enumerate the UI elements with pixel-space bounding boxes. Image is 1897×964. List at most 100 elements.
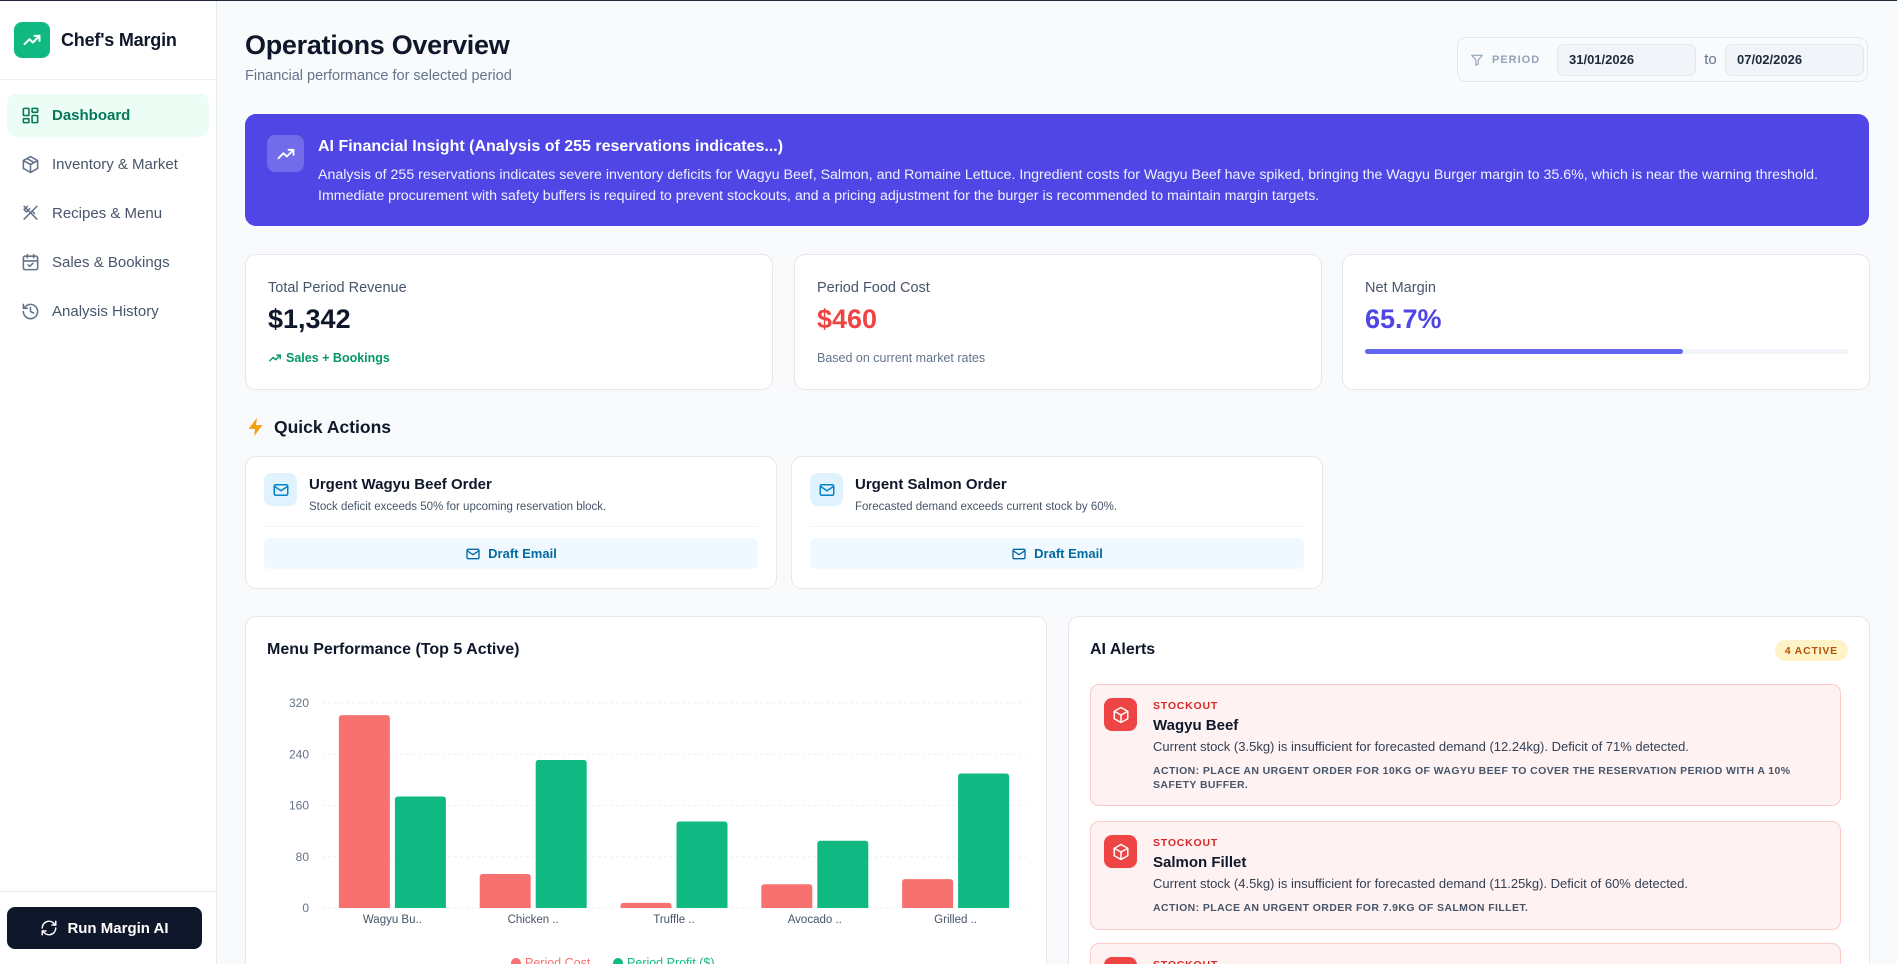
chart-bar: [761, 884, 813, 908]
x-tick-label: Truffle ..: [653, 914, 695, 926]
kpi-value: $460: [817, 304, 878, 334]
alert-card[interactable]: STOCKOUT: [1090, 943, 1841, 964]
sidebar-item-recipes[interactable]: Recipes & Menu: [7, 192, 209, 235]
quick-action-name: Urgent Salmon Order: [855, 476, 1007, 493]
period-to-label: to: [1704, 51, 1717, 68]
sidebar-item-inventory[interactable]: Inventory & Market: [7, 143, 209, 186]
sidebar-item-dashboard[interactable]: Dashboard: [7, 94, 209, 137]
alert-card[interactable]: STOCKOUT Salmon Fillet Current stock (4.…: [1090, 821, 1841, 930]
mail-icon: [466, 548, 480, 559]
draft-email-button[interactable]: Draft Email: [264, 538, 758, 569]
chart-bar: [676, 821, 728, 908]
page-title: Operations Overview: [245, 30, 510, 60]
alert-name: Wagyu Beef: [1153, 717, 1239, 734]
period-selector: PERIOD 31/01/2026 to 07/02/2026: [1457, 37, 1868, 82]
legend-swatch: [511, 958, 521, 964]
package-icon: [1104, 698, 1137, 731]
alert-card[interactable]: STOCKOUT Wagyu Beef Current stock (3.5kg…: [1090, 684, 1841, 806]
draft-email-label: Draft Email: [488, 546, 557, 561]
alert-type: STOCKOUT: [1153, 837, 1219, 849]
kpi-label: Net Margin: [1365, 280, 1436, 296]
sidebar-item-history[interactable]: Analysis History: [7, 290, 209, 333]
alert-action: ACTION: PLACE AN URGENT ORDER FOR 7.9KG …: [1153, 902, 1529, 914]
y-tick-label: 320: [289, 696, 309, 710]
mail-icon: [810, 473, 843, 506]
alert-type: STOCKOUT: [1153, 959, 1218, 964]
menu-performance-chart: 0 80 160 240 320 Wagyu Bu.. Chicken .. Truffle …: [289, 696, 1026, 964]
y-tick-label: 0: [302, 901, 309, 915]
x-tick-label: Chicken ..: [508, 914, 559, 926]
quick-action-desc: Stock deficit exceeds 50% for upcoming r…: [309, 501, 607, 513]
ai-insight-banner: AI Financial Insight (Analysis of 255 re…: [245, 114, 1869, 226]
run-margin-ai-button[interactable]: Run Margin AI: [7, 907, 202, 949]
utensils-icon: [23, 205, 38, 220]
divider: [810, 526, 1304, 527]
quick-action-desc: Forecasted demand exceeds current stock …: [855, 501, 1118, 513]
kpi-foot-text: Sales + Bookings: [286, 351, 390, 365]
margin-progress-track: [1365, 349, 1849, 354]
insight-title: AI Financial Insight (Analysis of 255 re…: [318, 138, 784, 155]
chart-bar: [535, 760, 587, 908]
date-to-input[interactable]: 07/02/2026: [1725, 43, 1864, 76]
chart-bar: [479, 874, 531, 908]
kpi-value: 65.7%: [1365, 304, 1442, 334]
trending-up-icon: [267, 135, 304, 172]
period-label: PERIOD: [1470, 53, 1557, 67]
sidebar-nav: Dashboard Inventory & Market Recipes & M…: [0, 80, 216, 333]
quick-action-name: Urgent Wagyu Beef Order: [309, 476, 492, 493]
kpi-margin-card: Net Margin 65.7%: [1342, 254, 1870, 390]
x-tick-label: Avocado ..: [788, 914, 842, 926]
sidebar-item-label: Analysis History: [52, 303, 159, 320]
margin-progress-fill: [1365, 349, 1683, 354]
divider: [264, 526, 758, 527]
page-subtitle: Financial performance for selected perio…: [245, 68, 512, 84]
sidebar-item-sales[interactable]: Sales & Bookings: [7, 241, 209, 284]
y-tick-label: 160: [289, 799, 309, 813]
x-tick-label: Grilled ..: [934, 914, 977, 926]
lightning-icon: [248, 417, 263, 437]
sidebar-footer: Run Margin AI: [0, 891, 216, 964]
sidebar-item-label: Inventory & Market: [52, 156, 178, 173]
ai-alerts-panel: AI Alerts 4 ACTIVE STOCKOUT Wagyu Beef C…: [1068, 616, 1870, 964]
alert-action: ACTION: PLACE AN URGENT ORDER FOR 10KG O…: [1153, 765, 1791, 791]
history-icon: [22, 303, 39, 320]
brand[interactable]: Chef's Margin: [0, 1, 216, 80]
kpi-value: $1,342: [268, 304, 351, 334]
draft-email-button[interactable]: Draft Email: [810, 538, 1304, 569]
quick-actions-heading: Quick Actions: [245, 416, 391, 438]
insight-text: Analysis of 255 reservations indicates s…: [318, 167, 1818, 204]
date-from-input[interactable]: 31/01/2026: [1557, 43, 1696, 76]
sidebar-item-label: Dashboard: [52, 107, 131, 124]
legend-swatch: [613, 958, 623, 964]
package-icon: [1104, 957, 1137, 964]
sidebar-item-label: Sales & Bookings: [52, 254, 170, 271]
quick-action-card: Urgent Wagyu Beef Order Stock deficit ex…: [245, 456, 777, 589]
menu-performance-panel: Menu Performance (Top 5 Active) 0 80 160 24…: [245, 616, 1047, 964]
x-tick-label: Wagyu Bu..: [363, 914, 422, 926]
refresh-icon: [41, 920, 57, 936]
kpi-foot: Based on current market rates: [817, 351, 986, 365]
kpi-foot: Sales + Bookings: [268, 351, 390, 365]
kpi-label: Total Period Revenue: [268, 280, 407, 296]
y-tick-label: 80: [296, 850, 310, 864]
mail-icon: [264, 473, 297, 506]
filter-icon: [1471, 54, 1483, 66]
draft-email-label: Draft Email: [1034, 546, 1103, 561]
package-icon: [22, 155, 39, 174]
chart-bar: [958, 773, 1010, 908]
y-tick-label: 240: [289, 747, 309, 761]
legend-label: Period Cost: [525, 956, 591, 964]
chart-bar: [394, 796, 446, 908]
kpi-label: Period Food Cost: [817, 280, 930, 296]
chart-bar: [817, 840, 869, 908]
alert-name: Salmon Fillet: [1153, 854, 1247, 871]
quick-actions-title: Quick Actions: [274, 416, 392, 437]
sidebar-item-label: Recipes & Menu: [52, 205, 163, 222]
trending-up-icon: [269, 354, 281, 362]
alert-type: STOCKOUT: [1153, 700, 1219, 712]
alert-text: Current stock (4.5kg) is insufficient fo…: [1153, 876, 1688, 891]
status-badge: 4 ACTIVE: [1774, 640, 1848, 661]
run-button-label: Run Margin AI: [67, 919, 169, 937]
main-content: Operations Overview Financial performanc…: [217, 1, 1897, 964]
package-icon: [1104, 835, 1137, 868]
